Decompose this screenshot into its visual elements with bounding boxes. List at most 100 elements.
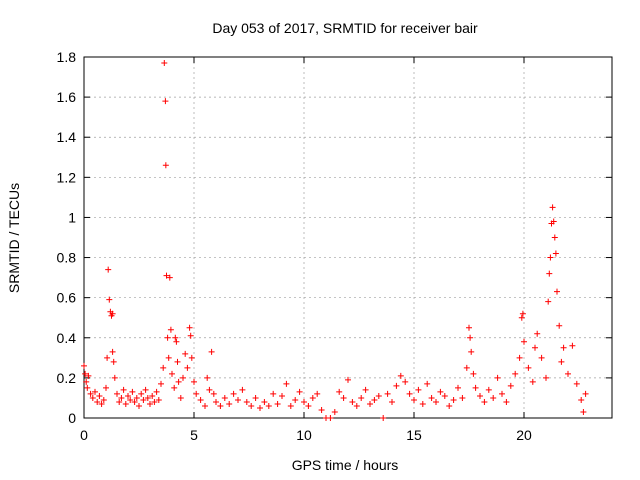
data-point bbox=[314, 390, 321, 397]
data-point bbox=[149, 392, 156, 399]
data-point bbox=[546, 270, 553, 277]
data-point bbox=[301, 398, 307, 405]
data-point bbox=[287, 402, 294, 409]
data-point bbox=[140, 396, 147, 403]
data-point bbox=[252, 394, 259, 401]
data-point bbox=[580, 408, 587, 415]
x-tick-label: 15 bbox=[406, 427, 422, 443]
data-point bbox=[167, 326, 174, 333]
data-point bbox=[331, 408, 338, 415]
data-point bbox=[402, 378, 409, 385]
data-point bbox=[125, 392, 131, 399]
data-point bbox=[512, 370, 519, 377]
data-point bbox=[100, 396, 107, 403]
data-point bbox=[490, 394, 497, 401]
data-point bbox=[437, 388, 444, 395]
data-point bbox=[202, 402, 208, 409]
data-point bbox=[155, 396, 162, 403]
data-point bbox=[265, 402, 272, 409]
data-point bbox=[573, 380, 580, 387]
data-point bbox=[309, 394, 316, 401]
data-point bbox=[518, 314, 525, 321]
data-point bbox=[83, 378, 90, 385]
data-point bbox=[221, 394, 228, 401]
data-point bbox=[175, 378, 182, 385]
x-axis-label: GPS time / hours bbox=[292, 457, 399, 473]
data-point bbox=[193, 390, 200, 397]
data-point bbox=[184, 364, 191, 371]
data-point bbox=[151, 398, 158, 405]
plot-frame bbox=[83, 56, 613, 419]
data-point bbox=[380, 415, 387, 421]
data-point bbox=[441, 392, 448, 399]
data-point bbox=[560, 344, 567, 351]
data-point bbox=[111, 374, 118, 381]
data-point bbox=[397, 372, 404, 379]
data-point bbox=[174, 358, 181, 365]
data-point bbox=[305, 402, 312, 409]
data-point bbox=[122, 400, 129, 407]
data-point bbox=[206, 386, 213, 393]
data-point bbox=[144, 394, 151, 401]
data-point bbox=[279, 392, 285, 399]
data-point bbox=[499, 390, 505, 397]
data-point bbox=[446, 402, 453, 409]
data-point bbox=[166, 274, 173, 281]
data-point bbox=[455, 384, 461, 391]
data-point bbox=[424, 380, 431, 387]
data-point bbox=[569, 342, 576, 349]
chart-title: Day 053 of 2017, SRMTID for receiver bai… bbox=[212, 20, 478, 36]
data-point bbox=[98, 400, 105, 407]
data-point bbox=[85, 372, 92, 379]
data-point bbox=[169, 370, 175, 377]
x-tick-label: 0 bbox=[80, 427, 88, 443]
data-point bbox=[519, 310, 526, 317]
data-point bbox=[147, 400, 153, 407]
data-point bbox=[173, 338, 180, 345]
data-point bbox=[547, 254, 554, 261]
data-point bbox=[213, 398, 219, 405]
data-point bbox=[103, 384, 109, 391]
data-point bbox=[257, 404, 263, 411]
data-point bbox=[494, 374, 501, 381]
data-point bbox=[109, 310, 116, 317]
data-point bbox=[239, 386, 246, 393]
data-point bbox=[406, 390, 413, 397]
data-point bbox=[362, 386, 369, 393]
data-point bbox=[131, 398, 138, 405]
data-point bbox=[243, 398, 250, 405]
x-tick-label: 10 bbox=[296, 427, 312, 443]
data-point bbox=[582, 390, 589, 397]
data-point bbox=[188, 354, 195, 361]
data-point bbox=[384, 390, 391, 397]
data-point bbox=[543, 374, 549, 381]
data-point bbox=[419, 400, 426, 407]
data-point bbox=[248, 402, 255, 409]
data-point bbox=[177, 394, 184, 401]
data-point bbox=[551, 234, 558, 241]
data-point bbox=[411, 396, 417, 403]
data-point bbox=[534, 330, 541, 337]
data-point bbox=[532, 344, 538, 351]
data-point bbox=[472, 384, 479, 391]
y-tick-label: 0 bbox=[68, 410, 76, 426]
data-point bbox=[186, 324, 193, 331]
data-point bbox=[507, 382, 514, 389]
data-point bbox=[375, 392, 382, 399]
data-point bbox=[353, 402, 360, 409]
data-point bbox=[415, 386, 422, 393]
data-point bbox=[470, 370, 477, 377]
y-axis: 0 0.2 0.4 0.6 0.8 1 1.2 1.4 1.6 1.8 bbox=[57, 49, 612, 426]
data-point bbox=[165, 354, 172, 361]
data-point bbox=[81, 362, 87, 369]
data-point bbox=[94, 398, 101, 405]
data-point bbox=[477, 392, 483, 399]
data-point bbox=[270, 390, 277, 397]
data-point bbox=[191, 378, 197, 385]
data-point bbox=[336, 388, 343, 395]
data-point bbox=[459, 394, 466, 401]
data-point bbox=[92, 388, 98, 395]
data-point bbox=[516, 354, 523, 361]
data-point bbox=[296, 388, 303, 395]
data-point bbox=[230, 390, 237, 397]
